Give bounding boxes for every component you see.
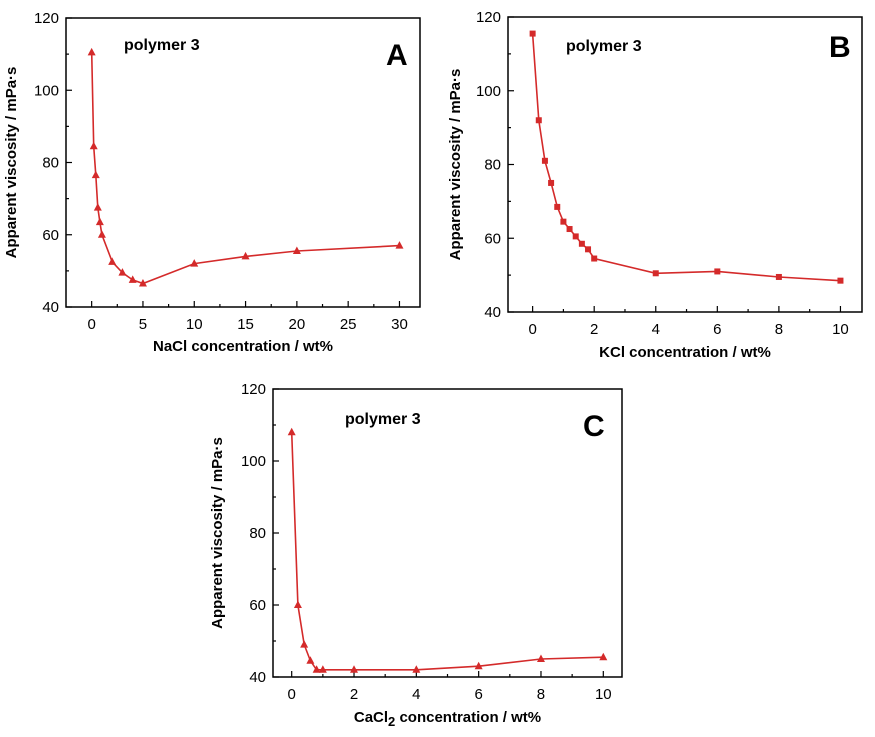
data-point bbox=[554, 203, 561, 210]
y-tick-label: 100 bbox=[34, 82, 59, 99]
data-point bbox=[91, 170, 100, 179]
x-tick-label: 0 bbox=[87, 316, 95, 333]
data-point bbox=[300, 640, 309, 648]
x-axis-title: KCl concentration / wt% bbox=[599, 344, 771, 361]
panel-letter: A bbox=[386, 39, 408, 72]
y-tick-label: 100 bbox=[476, 83, 501, 100]
data-point bbox=[535, 117, 542, 124]
data-point bbox=[87, 47, 96, 56]
y-tick-label: 60 bbox=[249, 597, 266, 614]
series-annotation: polymer 3 bbox=[345, 411, 421, 428]
data-point bbox=[474, 661, 483, 670]
data-point bbox=[292, 246, 301, 255]
x-tick-label: 2 bbox=[590, 321, 598, 338]
series-annotation: polymer 3 bbox=[124, 37, 200, 54]
data-point bbox=[350, 665, 359, 673]
panel-letter: B bbox=[829, 31, 851, 64]
series-line bbox=[90, 52, 400, 285]
x-axis-title-subscript: 2 bbox=[388, 714, 395, 729]
x-tick-label: 4 bbox=[412, 686, 420, 703]
y-tick-label: 80 bbox=[484, 157, 501, 174]
x-tick-label: 6 bbox=[713, 321, 721, 338]
data-point bbox=[536, 654, 545, 662]
data-point bbox=[566, 226, 573, 233]
x-tick-label: 20 bbox=[289, 316, 306, 333]
x-axis-title: CaCl2 concentration / wt% bbox=[354, 709, 541, 729]
y-tick-label: 100 bbox=[241, 453, 266, 470]
chart-panel-b: 0 2 4 6 8 10 40 60 80 100 120 KCl concentration / w… bbox=[447, 9, 863, 361]
data-point bbox=[775, 273, 782, 280]
y-tick-label: 40 bbox=[42, 299, 59, 316]
x-tick-label: 2 bbox=[350, 686, 358, 703]
data-point bbox=[241, 251, 250, 260]
data-point bbox=[714, 268, 721, 275]
x-tick-label: 0 bbox=[288, 686, 296, 703]
plot-frame bbox=[272, 388, 623, 678]
data-point bbox=[585, 246, 592, 253]
data-point bbox=[599, 652, 608, 661]
x-axis-title-suffix: concentration / wt% bbox=[395, 709, 541, 726]
x-tick-label: 4 bbox=[652, 321, 660, 338]
data-point bbox=[118, 268, 127, 276]
data-point bbox=[548, 179, 555, 186]
y-tick-label: 40 bbox=[484, 304, 501, 321]
data-point bbox=[318, 665, 327, 673]
chart-panel-a: 0 5 10 15 20 25 30 40 60 80 100 120 NaCl concentrati… bbox=[3, 10, 421, 355]
data-point bbox=[837, 277, 844, 284]
plot-frame bbox=[65, 17, 421, 308]
x-tick-label: 10 bbox=[595, 686, 612, 703]
data-point bbox=[591, 255, 598, 262]
y-tick-label: 80 bbox=[42, 155, 59, 172]
x-axis-title: NaCl concentration / wt% bbox=[153, 338, 333, 355]
data-point bbox=[93, 203, 102, 211]
y-axis-title: Apparent viscosity / mPa·s bbox=[209, 437, 226, 629]
x-tick-label: 6 bbox=[474, 686, 482, 703]
y-axis-title: Apparent viscosity / mPa·s bbox=[3, 67, 20, 259]
y-tick-label: 80 bbox=[249, 525, 266, 542]
data-point bbox=[412, 665, 421, 673]
series-line bbox=[531, 33, 841, 282]
data-point bbox=[306, 656, 315, 664]
y-tick-label: 120 bbox=[241, 381, 266, 398]
x-tick-label: 8 bbox=[775, 321, 783, 338]
data-point bbox=[128, 275, 137, 283]
data-point bbox=[652, 270, 659, 277]
data-point bbox=[572, 233, 579, 240]
y-tick-label: 120 bbox=[476, 9, 501, 26]
y-tick-label: 60 bbox=[42, 227, 59, 244]
x-tick-label: 0 bbox=[528, 321, 536, 338]
series-line bbox=[290, 432, 604, 671]
data-point bbox=[108, 257, 117, 265]
x-tick-label: 30 bbox=[391, 316, 408, 333]
data-point bbox=[560, 218, 567, 225]
data-point bbox=[97, 230, 106, 238]
data-point bbox=[95, 217, 104, 226]
data-point bbox=[190, 259, 199, 267]
plot-frame bbox=[507, 16, 863, 313]
x-tick-label: 10 bbox=[832, 321, 849, 338]
x-axis-title-prefix: CaCl bbox=[354, 709, 388, 726]
y-tick-label: 60 bbox=[484, 230, 501, 247]
y-tick-label: 40 bbox=[249, 669, 266, 686]
data-point bbox=[287, 427, 296, 436]
x-tick-label: 15 bbox=[237, 316, 254, 333]
data-point bbox=[541, 157, 548, 164]
data-point bbox=[529, 30, 536, 37]
data-point bbox=[89, 141, 98, 150]
x-tick-label: 10 bbox=[186, 316, 203, 333]
series-annotation: polymer 3 bbox=[566, 38, 642, 55]
data-point bbox=[578, 240, 585, 247]
data-point bbox=[395, 241, 404, 249]
data-point bbox=[138, 279, 147, 287]
panel-letter: C bbox=[583, 410, 605, 443]
x-tick-label: 25 bbox=[340, 316, 357, 333]
data-point bbox=[293, 600, 302, 608]
x-tick-label: 5 bbox=[139, 316, 147, 333]
x-tick-label: 8 bbox=[537, 686, 545, 703]
y-tick-label: 120 bbox=[34, 10, 59, 27]
y-axis-title: Apparent viscosity / mPa·s bbox=[447, 69, 464, 261]
data-point bbox=[312, 665, 321, 673]
